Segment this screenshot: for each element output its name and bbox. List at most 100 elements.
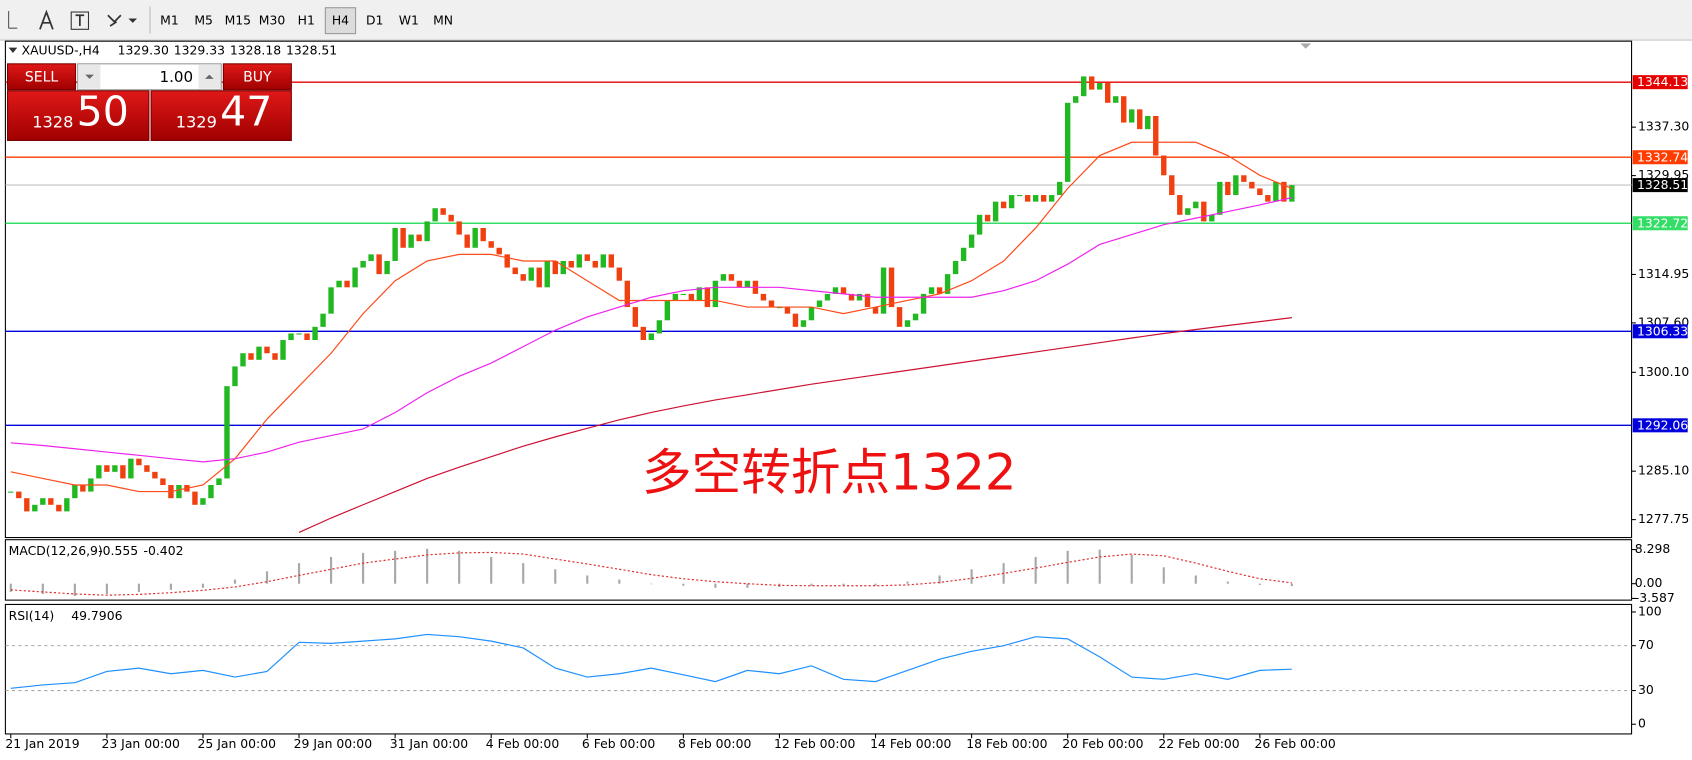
candle bbox=[744, 280, 751, 288]
candle bbox=[224, 386, 230, 479]
level-label-bg bbox=[1632, 75, 1688, 90]
candle bbox=[144, 465, 150, 472]
macd-reading: -0.555 bbox=[98, 543, 138, 558]
candle bbox=[760, 293, 767, 301]
sell-price-pips: 50 bbox=[77, 88, 129, 136]
candle bbox=[304, 333, 310, 341]
candle bbox=[1257, 188, 1263, 196]
candle bbox=[456, 221, 462, 235]
candle bbox=[1193, 201, 1199, 209]
buy-button[interactable] bbox=[222, 63, 292, 91]
lot-value[interactable]: 1.00 bbox=[160, 68, 194, 86]
candle bbox=[240, 353, 246, 367]
candle bbox=[24, 498, 30, 512]
buy-label[interactable]: BUY bbox=[243, 69, 272, 85]
candle bbox=[848, 293, 855, 301]
macd-bar bbox=[618, 579, 621, 584]
macd-bar bbox=[1130, 554, 1133, 584]
candle bbox=[784, 307, 791, 314]
candle bbox=[32, 504, 38, 512]
macd-bar bbox=[426, 548, 429, 584]
candle bbox=[312, 326, 318, 341]
candle bbox=[896, 307, 903, 327]
rsi-reading: 49.7906 bbox=[71, 608, 122, 623]
y-tick-label: 100 bbox=[1638, 603, 1662, 618]
candle bbox=[1032, 195, 1039, 202]
trade-panel: SELL 1.00 BUY 1328 50 1329 47 bbox=[7, 63, 292, 141]
candle bbox=[256, 346, 262, 360]
candle bbox=[1113, 96, 1119, 103]
candle bbox=[136, 458, 142, 466]
candle bbox=[80, 485, 86, 492]
candle bbox=[952, 260, 959, 275]
x-tick-label: 20 Feb 00:00 bbox=[1062, 736, 1143, 751]
macd-bar bbox=[746, 583, 749, 588]
candle bbox=[800, 320, 807, 327]
sell-price-box[interactable] bbox=[7, 90, 150, 141]
candle bbox=[280, 340, 286, 360]
timeframe-button[interactable]: M30 bbox=[259, 13, 286, 28]
candle bbox=[1249, 181, 1255, 189]
active-timeframe[interactable] bbox=[324, 7, 357, 35]
sell-button[interactable] bbox=[7, 63, 77, 91]
candle bbox=[832, 287, 839, 294]
x-tick-label: 23 Jan 00:00 bbox=[101, 736, 180, 751]
candle bbox=[200, 498, 206, 505]
timeframe-button[interactable]: H4 bbox=[332, 13, 349, 28]
cursor-tool[interactable] bbox=[8, 10, 18, 29]
candle bbox=[592, 260, 598, 268]
candle bbox=[296, 333, 302, 335]
timeframe-button[interactable]: M15 bbox=[225, 13, 251, 28]
macd-signal bbox=[10, 551, 1292, 596]
arrow-tool[interactable] bbox=[107, 14, 122, 27]
candle bbox=[216, 478, 222, 486]
y-tick-label: 8.298 bbox=[1635, 541, 1671, 556]
sell-label[interactable]: SELL bbox=[25, 69, 59, 85]
collapse-arrow[interactable] bbox=[8, 47, 18, 54]
candle bbox=[560, 260, 566, 275]
timeframe-button[interactable]: M1 bbox=[160, 13, 179, 28]
lot-input[interactable] bbox=[77, 63, 222, 91]
candle bbox=[984, 214, 991, 222]
candle bbox=[424, 221, 430, 242]
level-label: 1322.72 bbox=[1637, 215, 1688, 230]
candle bbox=[232, 366, 238, 387]
timeframe-button[interactable]: MN bbox=[433, 13, 453, 28]
rsi-label: RSI(14) bbox=[9, 608, 55, 623]
drawing-tools bbox=[8, 6, 151, 34]
ohlc-readings: 1329.30 1329.33 1328.18 1328.51 bbox=[118, 42, 338, 57]
candle bbox=[376, 254, 382, 275]
candle bbox=[960, 247, 967, 261]
candle bbox=[552, 260, 558, 275]
dropdown-arrow[interactable] bbox=[128, 18, 138, 23]
candle bbox=[1289, 185, 1295, 202]
candle bbox=[104, 465, 110, 472]
timeframe-button[interactable]: D1 bbox=[366, 13, 383, 28]
macd-bar bbox=[233, 579, 237, 584]
candle bbox=[1201, 201, 1207, 222]
candle bbox=[856, 293, 863, 301]
candle bbox=[40, 498, 46, 505]
candle bbox=[624, 280, 631, 308]
timeframe-button[interactable]: W1 bbox=[399, 13, 419, 28]
buy-price-box[interactable] bbox=[150, 90, 292, 141]
candle bbox=[576, 254, 582, 268]
y-tick-label: 30 bbox=[1638, 682, 1654, 697]
timeframe-buttons: M1 M5 M15 M30 H1 H4 D1 W1 MN bbox=[160, 7, 453, 35]
buy-price-main: 1329 bbox=[176, 113, 217, 132]
x-tick-label: 22 Feb 00:00 bbox=[1158, 736, 1239, 751]
candle bbox=[536, 267, 542, 288]
timeframe-button[interactable]: H1 bbox=[298, 13, 315, 28]
candle bbox=[128, 458, 134, 479]
increase-arrow bbox=[205, 74, 214, 79]
candle bbox=[48, 498, 54, 505]
timeframe-button[interactable]: M5 bbox=[194, 13, 213, 28]
text-tool[interactable] bbox=[39, 9, 54, 30]
candle bbox=[504, 254, 510, 268]
candle bbox=[1072, 96, 1079, 103]
candle bbox=[1064, 102, 1071, 182]
candle bbox=[648, 333, 655, 341]
candle bbox=[1056, 181, 1063, 196]
label-tool[interactable] bbox=[70, 11, 90, 30]
candle bbox=[360, 260, 366, 268]
